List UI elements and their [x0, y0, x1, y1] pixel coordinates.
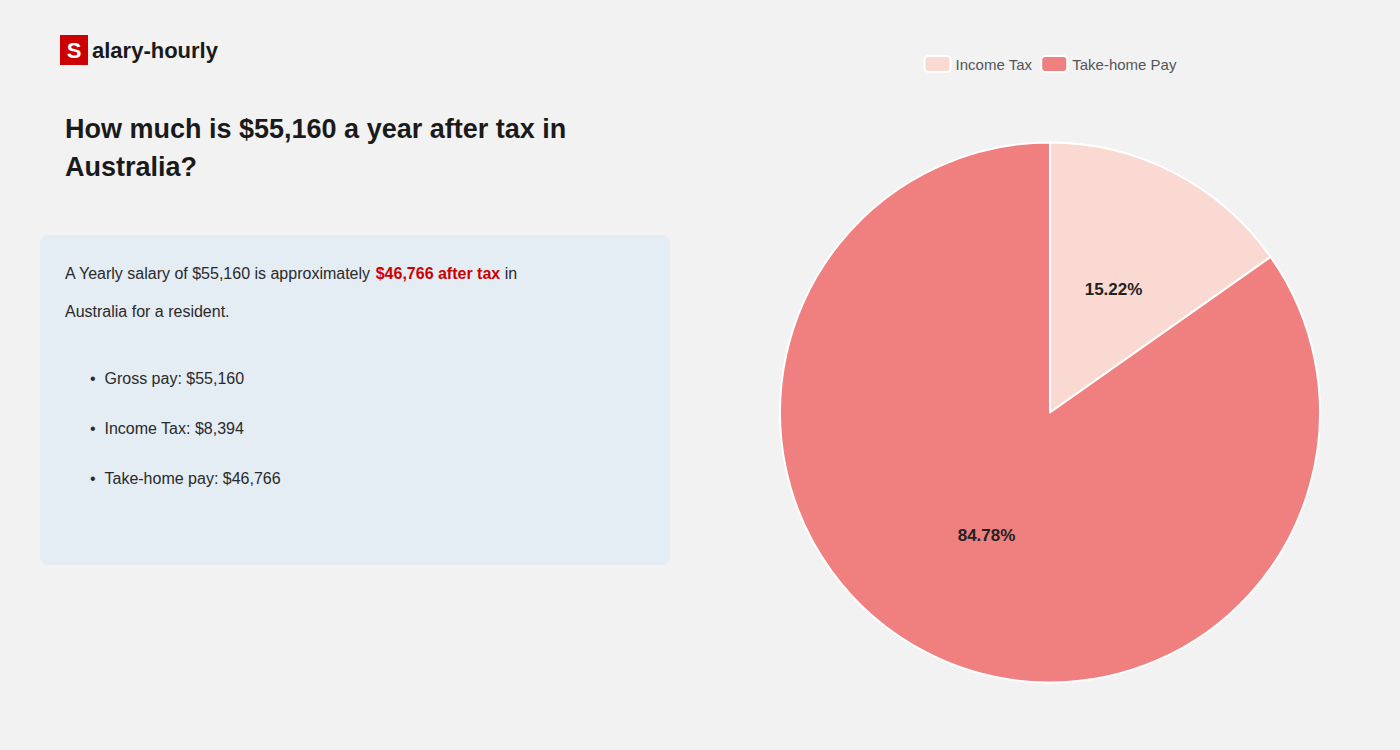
- svg-text:84.78%: 84.78%: [958, 526, 1016, 545]
- svg-text:A Yearly salary of $55,160 is: A Yearly salary of $55,160 is approximat…: [65, 265, 375, 282]
- svg-text:Take-home pay: $46,766: Take-home pay: $46,766: [104, 470, 280, 487]
- svg-text:Gross pay: $55,160: Gross pay: $55,160: [104, 370, 244, 387]
- svg-text:alary-hourly: alary-hourly: [92, 38, 219, 63]
- svg-text:15.22%: 15.22%: [1085, 280, 1143, 299]
- svg-text:S: S: [67, 38, 82, 63]
- svg-text:Australia for a resident.: Australia for a resident.: [65, 303, 230, 320]
- svg-text:How much is $55,160 a year aft: How much is $55,160 a year after tax in: [65, 114, 566, 144]
- svg-text:Take-home Pay: Take-home Pay: [1072, 56, 1177, 73]
- svg-text:Income Tax: $8,394: Income Tax: $8,394: [104, 420, 243, 437]
- svg-text:Australia?: Australia?: [65, 152, 197, 182]
- svg-text:Income Tax: Income Tax: [956, 56, 1033, 73]
- svg-text:in: in: [500, 265, 517, 282]
- svg-text:$46,766 after tax: $46,766 after tax: [376, 265, 501, 282]
